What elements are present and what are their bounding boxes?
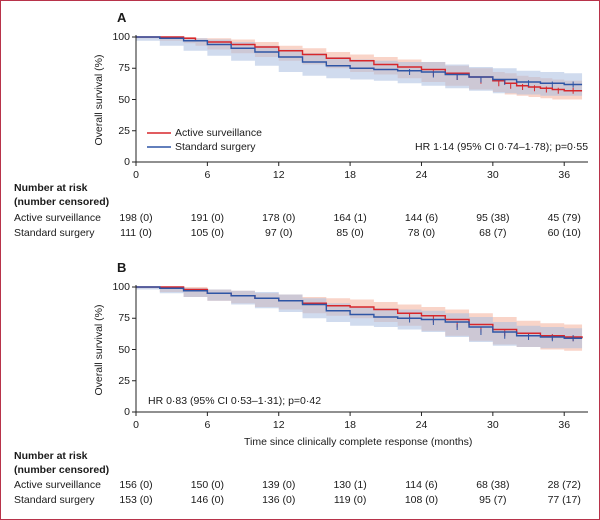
panel-a-x-tick-label: 12 (272, 169, 285, 181)
panel-a-y-tick-label: 75 (118, 62, 130, 75)
panel-a-risk-value: 105 (0) (190, 227, 224, 239)
panel-a-risk-value: 111 (0) (120, 227, 152, 239)
panel-b-risk-row-label-active: Active surveillance (14, 479, 101, 491)
panel-a-label: A (117, 10, 127, 25)
panel-b-risk-value: 153 (0) (119, 494, 153, 506)
panel-a-risk-row-label-active: Active surveillance (14, 212, 101, 224)
panel-b-curve-standard-surgery (136, 286, 583, 339)
panel-b-x-tick-label: 36 (558, 419, 571, 431)
panel-b-risk-row-label-surgery: Standard surgery (14, 494, 95, 506)
panel-a-risk-value: 178 (0) (262, 212, 296, 224)
panel-b-x-tick-label: 12 (272, 419, 285, 431)
panel-a-legend-active-label: Active surveillance (175, 127, 262, 139)
panel-b-risk-value: 139 (0) (262, 479, 296, 491)
panel-b-risk-value: 119 (0) (333, 494, 367, 506)
panel-a-x-tick-label: 24 (415, 169, 428, 181)
panel-b-x-tick-label: 24 (415, 419, 428, 431)
panel-b-risk-value: 108 (0) (404, 494, 439, 506)
panel-b-y-tick-label: 50 (118, 343, 130, 356)
panel-b-plot (132, 285, 588, 416)
panel-b-label: B (117, 260, 127, 275)
panel-b-x-tick-label: 30 (486, 419, 499, 431)
panel-b-x-tick-label: 0 (133, 419, 139, 431)
panel-b-x-tick-label: 18 (344, 419, 356, 431)
panel-b-risk-value: 146 (0) (190, 494, 224, 506)
panel-a-y-tick-label: 0 (124, 156, 130, 168)
panel-b-annotation: HR 0·83 (95% CI 0·53–1·31); p=0·42 (148, 395, 322, 407)
panel-a-risk-value: 144 (6) (404, 212, 439, 224)
panel-a-x-tick-label: 6 (204, 169, 211, 181)
panel-a-risk-value: 97 (0) (265, 227, 293, 239)
panel-a-risk-value: 68 (7) (479, 227, 507, 239)
panel-a-plot (132, 35, 588, 166)
panel-b-risk-header-1: Number at risk (14, 450, 88, 462)
panel-b-x-tick-label: 6 (204, 419, 211, 431)
panel-a-risk-row-label-surgery: Standard surgery (14, 227, 95, 239)
panel-b-ci-band-standard-surgery (136, 287, 583, 349)
panel-b-risk-value: 150 (0) (190, 479, 224, 491)
panel-a-risk-value: 164 (1) (333, 212, 367, 224)
panel-b-risk-value: 95 (7) (479, 494, 507, 506)
panel-b-risk-header-2: (number censored) (14, 464, 110, 476)
panel-a-risk-value: 95 (38) (476, 212, 510, 224)
panel-a-risk-value: 191 (0) (190, 212, 224, 224)
panel-b-risk-value: 136 (0) (262, 494, 296, 506)
panel-a-y-tick-label: 100 (112, 31, 130, 43)
panel-b-risk-value: 130 (1) (333, 479, 367, 491)
panel-b-y-tick-label: 0 (124, 406, 130, 418)
panel-b-risk-value: 156 (0) (119, 479, 153, 491)
panel-a-x-tick-label: 30 (486, 169, 499, 181)
panel-a-risk-value: 45 (79) (547, 212, 581, 224)
panel-a-legend (147, 132, 171, 148)
panel-a-x-tick-label: 0 (133, 169, 139, 181)
panel-a-y-tick-label: 25 (118, 124, 130, 137)
panel-b-y-tick-label: 75 (118, 312, 130, 325)
panel-a-legend-surgery-label: Standard surgery (175, 141, 256, 153)
panel-a-x-tick-label: 36 (558, 169, 571, 181)
panel-a-risk-header-2: (number censored) (14, 196, 110, 208)
panel-a-x-tick-label: 18 (344, 169, 356, 181)
panel-b-risk-value: 77 (17) (547, 494, 581, 506)
panel-b-y-tick-label: 100 (112, 281, 130, 293)
panel-a-risk-value: 78 (0) (407, 227, 436, 239)
panel-b-risk-value: 28 (72) (547, 479, 581, 491)
panel-a-y-tick-label: 50 (118, 93, 130, 106)
panel-b-risk-value: 114 (6) (405, 479, 438, 491)
panel-a-risk-value: 85 (0) (336, 227, 364, 239)
panel-a-curve-active-surveillance (136, 36, 583, 92)
panel-a-annotation: HR 1·14 (95% CI 0·74–1·78); p=0·55 (415, 141, 589, 153)
panel-b-y-tick-label: 25 (118, 374, 130, 387)
panel-a-risk-header-1: Number at risk (14, 182, 88, 194)
panel-a-curve-standard-surgery (136, 36, 583, 86)
panel-b-risk-value: 68 (38) (476, 479, 510, 491)
panel-a-risk-value: 198 (0) (119, 212, 153, 224)
panel-a-risk-value: 60 (10) (547, 227, 581, 239)
panel-b-x-axis-label: Time since clinically complete response … (244, 436, 473, 448)
panel-a-ci-band-standard-surgery (136, 37, 583, 96)
